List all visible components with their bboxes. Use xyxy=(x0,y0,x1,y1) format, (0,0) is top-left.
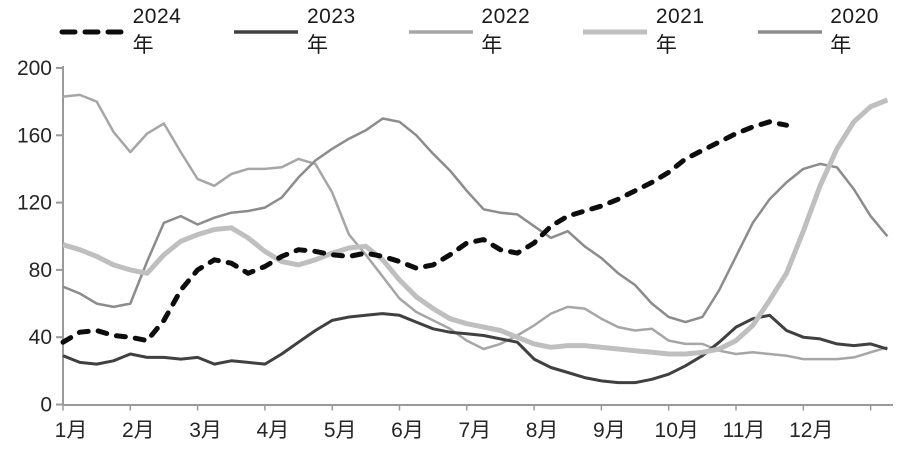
x-axis-label: 8月 xyxy=(526,419,559,442)
legend-swatch-2023-line xyxy=(234,30,299,34)
x-axis-label: 2月 xyxy=(122,419,155,442)
legend-item-2022: 2022年 xyxy=(407,5,551,59)
y-axis-label: 0 xyxy=(40,394,52,417)
x-axis-label: 9月 xyxy=(593,419,626,442)
legend-label-2020: 2020年 xyxy=(830,5,879,57)
y-axis-label: 200 xyxy=(17,57,52,80)
x-axis-label: 10月 xyxy=(655,419,699,442)
legend-item-2023: 2023年 xyxy=(232,5,376,59)
legend-item-2020: 2020年 xyxy=(756,5,900,59)
series-line-2023 xyxy=(62,312,888,385)
legend-item-2021: 2021年 xyxy=(581,5,725,59)
legend-item-2024: 2024年 xyxy=(58,5,202,59)
y-axis-label: 40 xyxy=(29,326,52,349)
y-axis-label: 160 xyxy=(17,124,52,147)
legend-label-2023: 2023年 xyxy=(307,5,356,57)
x-axis-label: 6月 xyxy=(391,419,424,442)
legend-swatch-2024-dashed-line xyxy=(59,29,125,35)
series-line-2020 xyxy=(62,117,889,324)
legend-swatch-2022-line xyxy=(408,30,473,34)
series-line-2024 xyxy=(60,119,789,345)
chart-legend: 2024年 2023年 2022年 2021年 2020年 xyxy=(58,5,900,59)
y-axis-label: 120 xyxy=(17,192,52,215)
x-axis-label: 11月 xyxy=(723,419,766,442)
x-axis-label: 7月 xyxy=(458,419,491,442)
x-axis-label: 1月 xyxy=(55,419,88,442)
x-axis-label: 12月 xyxy=(789,419,833,442)
x-axis-label: 3月 xyxy=(189,419,222,442)
legend-label-2022: 2022年 xyxy=(481,5,531,57)
x-axis-label: 5月 xyxy=(324,419,357,442)
x-axis-label: 4月 xyxy=(257,419,290,442)
legend-label-2021: 2021年 xyxy=(655,5,705,57)
y-axis-label: 80 xyxy=(29,259,52,282)
series-line-2022 xyxy=(62,93,888,361)
legend-swatch-2020-line xyxy=(757,30,822,34)
legend-label-2024: 2024年 xyxy=(132,5,182,57)
legend-swatch-2021-thick-line xyxy=(583,29,648,35)
series-line-2021 xyxy=(62,97,889,357)
